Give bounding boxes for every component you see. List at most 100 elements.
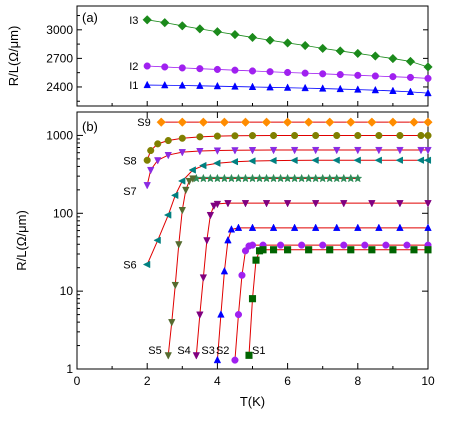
data-point [396,131,404,140]
data-point [261,117,272,127]
data-point [361,241,369,249]
series-s9: S9 [137,117,433,129]
data-point [198,173,208,183]
data-point [160,18,170,28]
series-line [146,149,428,186]
series-star-4 [191,173,363,183]
y-tick-label: 100 [53,206,73,220]
panel-b: (b) R/L(Ω/μm) T(K) 1 10 100 1000 0 2 4 6 8 10 S9… [14,111,435,409]
data-point [143,156,151,164]
data-point [424,88,432,97]
panel-a-y-ticks: 2400 2700 3000 [46,15,429,106]
data-point [248,241,257,249]
data-point [252,256,260,264]
data-point [370,51,381,61]
data-point [319,70,327,78]
data-point [196,133,204,141]
data-point [234,311,243,319]
data-point [340,200,348,208]
data-point [213,81,222,90]
data-point [333,146,341,155]
data-point [231,66,239,74]
x-tick-label: 10 [421,374,435,388]
data-point [259,246,267,254]
data-point [238,271,246,279]
data-point [185,177,194,186]
data-point [213,355,222,364]
data-point [284,246,292,254]
data-point [291,131,299,140]
data-point [283,200,292,208]
data-point [219,117,230,127]
data-point [143,182,151,190]
data-point [234,223,243,231]
panel-a-label: (a) [82,10,98,25]
data-point [276,173,286,183]
x-tick-label: 6 [284,374,291,388]
data-point [312,131,320,140]
panel-a: (a) R/L(Ω/μm) 2400 2700 3000 I3 I2 I1 [6,5,433,107]
data-point [368,200,376,208]
data-point [283,173,293,183]
data-point [248,223,257,231]
data-point [265,35,275,45]
data-point [395,156,403,164]
series-i2: I2 [129,61,432,82]
data-point [175,241,183,249]
data-point [353,48,363,59]
data-point [212,27,223,37]
data-point [290,146,299,155]
data-point [304,117,314,127]
data-point [240,173,250,183]
series-label: S6 [123,259,136,271]
data-point [423,117,433,127]
data-point [224,200,232,208]
data-point [282,38,293,48]
series-line [234,244,428,361]
data-point [178,149,187,157]
data-point [240,117,251,127]
data-point [300,40,310,51]
data-point [177,177,186,185]
data-point [353,173,363,183]
data-point [424,74,432,82]
series-s8: S8 [123,131,432,167]
data-point [178,207,187,215]
data-point [319,241,327,249]
data-point [371,72,379,80]
series-label: S7 [123,186,136,198]
data-point [311,200,320,208]
data-point [423,156,432,164]
panel-b-x-ticks: 0 2 4 6 8 10 [74,112,435,388]
data-point [396,223,404,231]
data-point [269,146,278,155]
data-point [226,173,236,183]
data-point [417,131,425,140]
data-point [178,64,186,72]
data-point [375,131,383,140]
data-point [178,134,186,142]
data-point [231,147,239,155]
series-label: I1 [129,80,138,92]
data-point [164,136,172,145]
data-point [301,83,309,92]
data-point [203,237,211,245]
y-tick-label: 2700 [46,51,73,65]
data-point [333,131,341,140]
data-point [270,246,278,254]
series-line [146,135,428,161]
data-point [269,223,278,231]
data-point [231,356,239,364]
x-tick-label: 8 [354,374,361,388]
series-line [248,249,428,356]
data-point [248,157,256,165]
data-point [245,351,253,359]
data-point [161,63,169,71]
data-point [332,156,340,164]
data-point [336,84,344,93]
data-point [388,117,398,127]
data-point [188,166,196,174]
data-point [217,310,225,318]
data-point [163,211,172,219]
y-tick-label: 3000 [46,23,73,37]
